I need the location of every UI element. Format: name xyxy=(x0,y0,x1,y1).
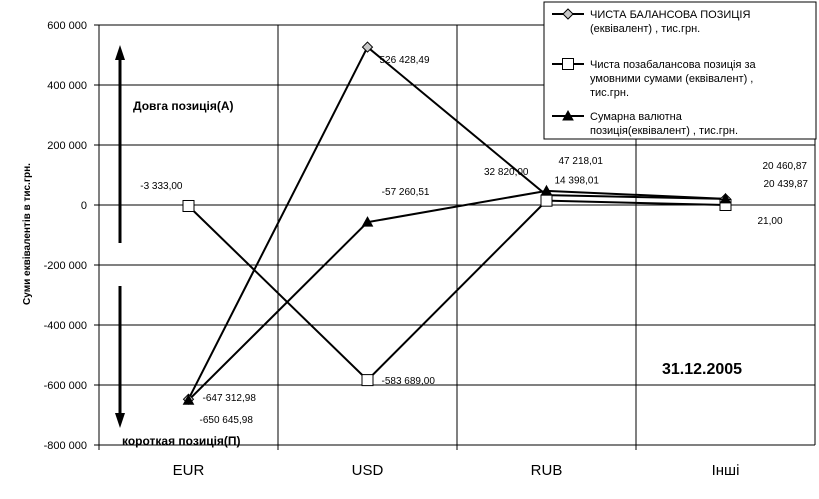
square-marker xyxy=(540,194,553,207)
y-tick-label: 200 000 xyxy=(47,140,87,152)
triangle-marker xyxy=(361,216,374,227)
x-tick-label: Інші xyxy=(712,462,740,479)
triangle-marker xyxy=(719,192,732,204)
series-lines xyxy=(187,45,726,401)
legend-entry-label: позиція(еквівалент) , тис.грн. xyxy=(590,125,738,137)
data-label: 32 820,00 xyxy=(484,167,529,178)
date-label: 31.12.2005 xyxy=(662,361,742,378)
data-label: 14 398,01 xyxy=(555,176,600,187)
data-label: 21,00 xyxy=(758,216,783,227)
legend-entry-label: Чиста позабалансова позиція за xyxy=(590,59,757,71)
long-arrow-head xyxy=(115,45,125,60)
data-label: -583 689,00 xyxy=(382,376,436,387)
y-tick-label: -600 000 xyxy=(44,380,87,392)
legend-entry-label: (еквівалент) , тис.грн. xyxy=(590,23,700,35)
data-labels: -647 312,98 526 428,49 32 820,00 20 439,87 -… xyxy=(140,55,808,426)
triangle-marker xyxy=(540,184,553,196)
y-axis-label: Суми еквівалентів в тис.грн. xyxy=(22,163,33,305)
triangle-marker xyxy=(182,394,195,405)
legend-entry-label: ЧИСТА БАЛАНСОВА ПОЗИЦІЯ xyxy=(590,9,750,21)
square-marker xyxy=(361,374,374,387)
axes: 600 000 400 000 200 000 0 -200 000 -400 000 -6… xyxy=(44,20,815,479)
data-label: -647 312,98 xyxy=(203,393,257,404)
legend-entry-label: умовними сумами (еквівалент) , xyxy=(590,73,753,85)
series-line-1 xyxy=(187,45,726,400)
data-label: 20 439,87 xyxy=(764,179,809,190)
data-label: 47 218,01 xyxy=(559,156,604,167)
legend-entry-label: Сумарна валютна xyxy=(590,111,683,123)
triangle-marker xyxy=(562,109,574,121)
legend-box xyxy=(543,1,817,140)
square-marker xyxy=(182,199,195,212)
data-label: 526 428,49 xyxy=(380,55,430,66)
y-tick-label: 400 000 xyxy=(47,80,87,92)
x-tick-label: RUB xyxy=(531,462,563,479)
data-label: -3 333,00 xyxy=(140,181,183,192)
short-arrow-head xyxy=(115,413,125,428)
square-marker xyxy=(562,58,574,70)
series-line-3 xyxy=(187,189,726,401)
legend-entry-label: тис.грн. xyxy=(590,87,629,99)
data-label: 20 460,87 xyxy=(763,161,808,172)
data-label: -57 260,51 xyxy=(382,187,430,198)
legend: ЧИСТА БАЛАНСОВА ПОЗИЦІЯ (еквівалент) , ти… xyxy=(543,1,817,140)
x-tick-label: USD xyxy=(352,462,384,479)
y-tick-label: 0 xyxy=(81,200,87,212)
y-tick-label: 600 000 xyxy=(47,20,87,32)
y-tick-label: -400 000 xyxy=(44,320,87,332)
y-tick-label: -200 000 xyxy=(44,260,87,272)
data-label: -650 645,98 xyxy=(200,415,254,426)
short-position-label: короткая позиція(П) xyxy=(122,434,241,448)
diamond-marker xyxy=(361,41,374,53)
y-tick-label: -800 000 xyxy=(44,440,87,452)
long-position-label: Довга позиція(А) xyxy=(133,99,234,113)
series-line-2 xyxy=(187,199,726,382)
position-arrows xyxy=(115,45,125,428)
x-tick-label: EUR xyxy=(173,462,205,479)
series-markers xyxy=(182,41,732,405)
diamond-marker xyxy=(562,8,574,20)
